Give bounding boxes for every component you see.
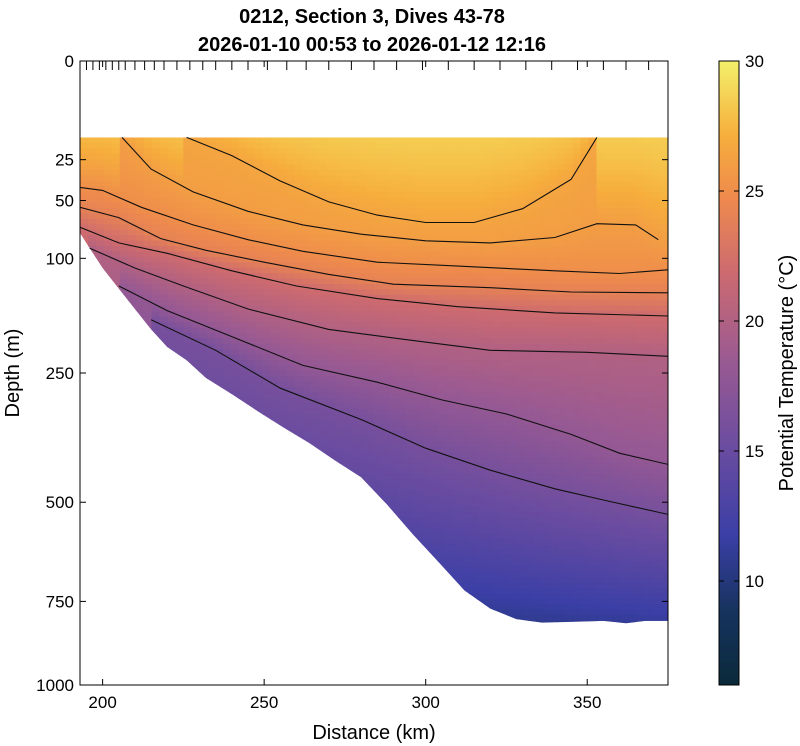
colorbar-tick-label: 15: [745, 442, 764, 461]
x-tick-label: 250: [250, 693, 278, 712]
colorbar-tick-label: 20: [745, 312, 764, 331]
y-tick-label: 50: [55, 192, 74, 211]
x-tick-label: 200: [88, 693, 116, 712]
x-tick-label: 350: [573, 693, 601, 712]
y-axis: 0 25 50 100 250 500 750 1000: [36, 52, 668, 695]
contour-line: [80, 186, 668, 275]
colorbar-ticks: 10 15 20 25 30: [719, 52, 764, 591]
y-tick-label: 500: [46, 493, 74, 512]
y-tick-label: 100: [46, 249, 74, 268]
chart-subtitle: 2026-01-10 00:53 to 2026-01-12 12:16: [198, 34, 546, 56]
y-tick-label: 750: [46, 592, 74, 611]
chart-title: 0212, Section 3, Dives 43-78: [239, 6, 505, 28]
y-tick-label: 250: [46, 364, 74, 383]
x-axis-label: Distance (km): [312, 722, 435, 744]
colorbar-tick-label: 25: [745, 182, 764, 201]
colorbar-label: Potential Temperature (°C): [776, 255, 798, 492]
contour-line: [118, 285, 668, 465]
y-tick-label: 1000: [36, 676, 74, 695]
contour-line: [186, 136, 598, 224]
contour-line: [150, 319, 668, 515]
y-axis-label: Depth (m): [2, 329, 24, 418]
contour-line: [80, 206, 668, 294]
colorbar: 10 15 20 25 30 Potential Temperature (°C): [718, 52, 798, 686]
colorbar-gradient: [718, 60, 740, 686]
colorbar-tick-label: 10: [745, 572, 764, 591]
contour-lines: [80, 136, 668, 515]
contour-line: [121, 137, 659, 244]
dive-position-ticks: [85, 61, 669, 70]
y-tick-label: 0: [65, 52, 74, 71]
x-tick-label: 300: [412, 693, 440, 712]
contour-line: [89, 247, 668, 357]
y-tick-label: 25: [55, 151, 74, 170]
contour-line: [80, 226, 668, 317]
colorbar-tick-label: 30: [745, 52, 764, 71]
x-axis: 200 250 300 350: [88, 61, 601, 712]
